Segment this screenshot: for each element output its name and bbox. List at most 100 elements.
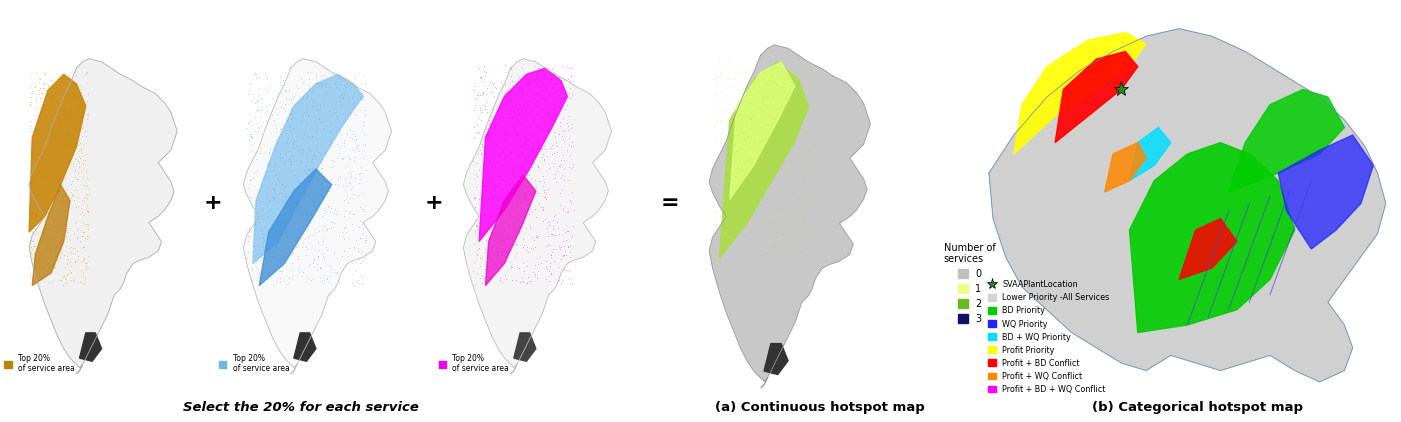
Point: [282, 140, 304, 146]
Point: [349, 234, 371, 241]
Point: [462, 240, 485, 247]
Point: [66, 92, 88, 99]
Point: [22, 249, 45, 256]
Point: [319, 263, 342, 270]
Point: [277, 135, 300, 141]
Point: [266, 140, 289, 147]
Point: [541, 249, 563, 256]
Point: [541, 151, 563, 157]
Point: [496, 206, 518, 213]
Point: [34, 218, 56, 225]
Point: [21, 88, 43, 95]
Point: [340, 220, 363, 227]
Point: [481, 194, 503, 201]
Point: [489, 277, 511, 284]
Point: [762, 242, 785, 249]
Point: [318, 188, 340, 195]
Point: [539, 260, 562, 266]
Point: [719, 175, 741, 181]
Point: [48, 207, 70, 214]
Point: [472, 195, 495, 201]
Point: [311, 185, 333, 192]
Point: [21, 246, 43, 252]
Point: [475, 91, 497, 97]
Point: [495, 135, 517, 142]
Point: [258, 185, 280, 192]
Point: [36, 155, 59, 162]
Point: [469, 263, 492, 270]
Point: [794, 144, 817, 151]
Point: [269, 250, 291, 257]
Point: [247, 249, 269, 256]
Point: [479, 222, 502, 229]
Point: [53, 190, 76, 197]
Point: [298, 69, 321, 76]
Point: [778, 88, 800, 95]
Point: [291, 243, 314, 250]
Point: [29, 176, 52, 182]
Point: [322, 109, 345, 116]
Point: [325, 70, 347, 76]
Point: [254, 150, 276, 157]
Point: [258, 146, 280, 153]
Point: [48, 119, 70, 126]
Point: [28, 75, 50, 81]
Point: [493, 203, 516, 210]
Point: [776, 62, 799, 69]
Point: [269, 78, 291, 85]
Point: [244, 115, 266, 122]
Point: [241, 247, 263, 254]
Point: [245, 155, 268, 162]
Point: [237, 91, 259, 97]
Point: [733, 206, 755, 212]
Point: [530, 253, 552, 260]
Point: [765, 134, 787, 141]
Point: [20, 99, 42, 106]
Point: [312, 254, 335, 260]
Point: [342, 183, 364, 190]
Polygon shape: [29, 74, 85, 232]
Point: [542, 246, 565, 252]
Point: [324, 80, 346, 87]
Point: [32, 112, 55, 119]
Point: [764, 58, 786, 65]
Point: [558, 141, 580, 148]
Point: [38, 209, 60, 216]
Point: [474, 266, 496, 273]
Point: [786, 72, 808, 79]
Point: [772, 110, 794, 116]
Point: [22, 136, 45, 143]
Point: [245, 187, 268, 193]
Point: [258, 149, 280, 155]
Point: [553, 126, 576, 133]
Point: [736, 133, 758, 140]
Point: [36, 109, 59, 116]
Point: [465, 146, 488, 153]
Point: [52, 241, 74, 248]
Point: [500, 233, 523, 240]
Point: [504, 249, 527, 256]
Point: [48, 249, 70, 255]
Point: [703, 247, 726, 254]
Point: [524, 62, 546, 69]
Point: [525, 102, 548, 109]
Point: [759, 160, 782, 167]
Point: [553, 252, 576, 258]
Point: [343, 281, 366, 288]
Point: [38, 82, 60, 89]
Point: [768, 183, 790, 190]
Point: [49, 220, 71, 227]
Point: [326, 181, 349, 188]
Point: [282, 250, 304, 257]
Point: [493, 89, 516, 96]
Point: [322, 68, 345, 75]
Point: [768, 188, 790, 195]
Point: [318, 129, 340, 135]
Point: [300, 277, 322, 284]
Point: [490, 138, 513, 145]
Point: [476, 144, 499, 151]
Point: [60, 270, 83, 276]
Point: [513, 188, 535, 195]
Point: [248, 73, 270, 80]
Point: [479, 229, 502, 235]
